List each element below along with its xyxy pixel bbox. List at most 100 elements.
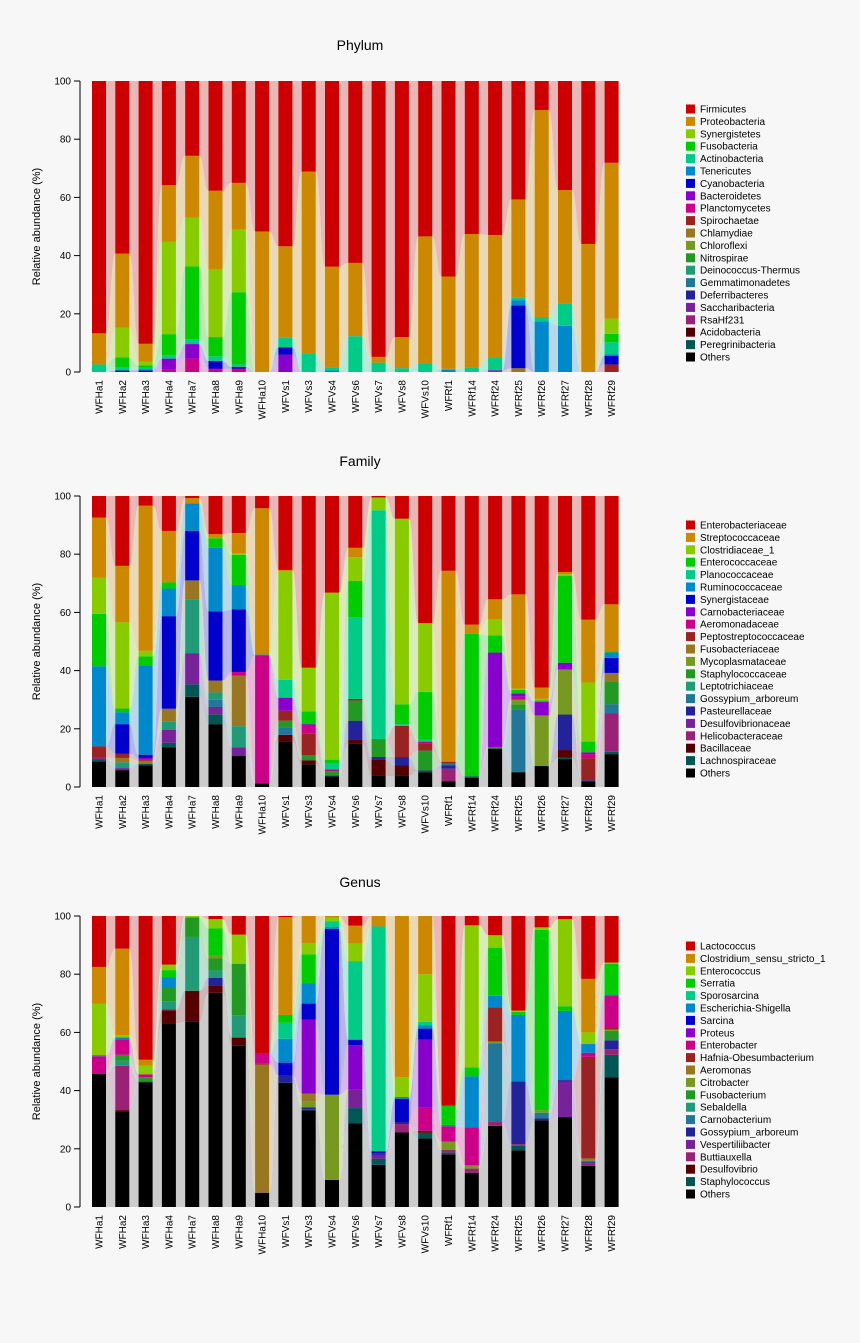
bar-segment-carnobacteriaceae [301,724,316,726]
bar-segment-lactococcus [92,916,106,967]
chart-family: WFHa1 WFHa2 WFHa3 WFHa4 WFHa7 WFHa8 WFHa9 WFHa1… [31,453,805,834]
bar-segment-others [92,761,106,787]
x-tick-label: WFHa2 [118,380,129,414]
bars [92,496,619,787]
bar-segment-actinobacteria [558,303,572,326]
bar-segment-pasteurellaceae [581,780,596,782]
legend-label: Ruminococcaceae [700,583,783,594]
bar-segment-carnobacteriaceae [278,697,293,711]
legend-item: Saccharibacteria [686,302,775,314]
bar-segment-streptococcaceae [208,534,223,538]
bar-segment-lachnospiraceae [161,742,176,748]
bar-segment-serratia [301,954,316,984]
bar-segment-proteobacteria [511,199,526,298]
bar-segment-others [581,1165,596,1207]
bar-segment-enterococcus [301,943,316,955]
legend-label: Buttiauxella [700,1152,752,1163]
legend-swatch [686,632,695,642]
bar-segment-enterobacteriaceae [348,496,363,548]
bar-segment-citrobacter [301,1101,316,1108]
legend-item: Lachnospiraceae [686,756,777,767]
bar-segment-cyanobacteria [604,355,619,365]
bar-WFRf26 [534,81,549,372]
bar-segment-tenericutes [138,369,153,371]
bar-segment-leptotrichiaceae [161,721,176,730]
x-tick-label: WFVs10 [421,795,432,834]
bar-segment-streptococcaceae [441,570,456,762]
bar-segment-citrobacter [441,1141,456,1150]
bar-segment-clostridiaceae_1 [511,688,526,690]
bar-WFVs10 [418,916,433,1207]
bar-segment-enterococcaceae [325,759,339,764]
bar-WFVs3 [301,916,316,1207]
bar-segment-staphylococcus [441,1152,456,1155]
bar-segment-lachnospiraceae [231,754,246,756]
bars [92,916,619,1207]
bar-segment-clostridiaceae_1 [208,537,223,539]
bar-segment-peptostreptococcaceae [92,746,106,758]
bar-segment-escherichia-shigella [92,1055,106,1057]
legend-label: Serratia [700,979,735,990]
bar-segment-firmicutes [581,81,596,244]
legend-label: Enterobacteriaceae [700,521,787,532]
bar-WFVs3 [301,496,316,787]
bar-segment-actinobacteria [208,356,223,361]
bar-WFHa8 [208,916,223,1207]
bar-segment-helicobacteraceae [604,713,619,752]
legend-item: Helicobacteraceae [686,731,783,742]
y-tick-label: 80 [60,135,72,146]
bar-segment-others [604,754,619,787]
bar-WFRf1 [441,916,456,1207]
bar-segment-streptococcaceae [231,532,246,554]
bar-segment-enterococcaceae [558,576,572,663]
bar-segment-others [255,1192,270,1207]
legend-item: Bacillaceae [686,743,752,755]
bar-segment-bacillaceae [348,739,363,744]
legend-swatch [686,731,695,741]
legend-swatch [686,265,695,275]
bar-WFVs8 [394,81,409,372]
legend-label: Clostridiaceae_1 [700,545,775,556]
bar-WFHa3 [138,916,153,1207]
legend-swatch [686,104,695,114]
bar-segment-actinobacteria [418,363,433,372]
bar-segment-proteobacteria [488,234,503,359]
bar-segment-planococcaceae [371,510,386,739]
bar-segment-others [604,1077,619,1207]
y-tick-label: 80 [60,970,72,981]
bar-segment-others [558,1117,572,1207]
bar-segment-enterobacter [581,1052,596,1057]
legend-item: Nitrospirae [686,253,749,264]
x-tick-label: WFHa4 [164,795,175,829]
bar-segment-enterococcus [488,935,503,949]
bar-segment-others [511,772,526,787]
bar-segment-citrobacter [604,1029,619,1031]
legend-swatch [686,240,695,250]
y-tick-label: 20 [60,309,72,320]
bar-segment-actinobacteria [394,368,409,372]
bar-WFRf25 [511,916,526,1207]
legend-label: Chlamydiae [700,229,753,240]
bar-segment-others [325,1179,339,1207]
bar-segment-synergistetes [208,268,223,338]
x-tick-label: WFRf29 [607,380,618,417]
bar-segment-staphylococcaceae [604,681,619,705]
legend-item: Aeromonadaceae [686,619,779,631]
bar-segment-leptotrichiaceae [185,599,200,654]
legend-item: Staphylococcaceae [686,669,787,680]
bar-segment-clostridiaceae_1 [488,619,503,636]
bar-segment-buttiauxella [161,1009,176,1011]
bar-WFHa9 [231,496,246,787]
legend-swatch [686,1164,695,1174]
bar-segment-sarcina [301,1003,316,1020]
bar-segment-enterobacteriaceae [115,496,130,566]
bar-segment-proteobacteria [161,185,176,242]
bar-WFRf27 [558,916,572,1207]
bar-segment-desulfovibrionaceae [231,747,246,755]
legend-label: Sporosarcina [700,991,759,1002]
legend-label: Pasteurellaceae [700,707,772,718]
bar-segment-enterococcaceae [348,580,363,618]
bar-segment-sporosarcina [325,921,339,928]
bar-segment-streptococcaceae [488,599,503,620]
legend-swatch [686,966,695,976]
